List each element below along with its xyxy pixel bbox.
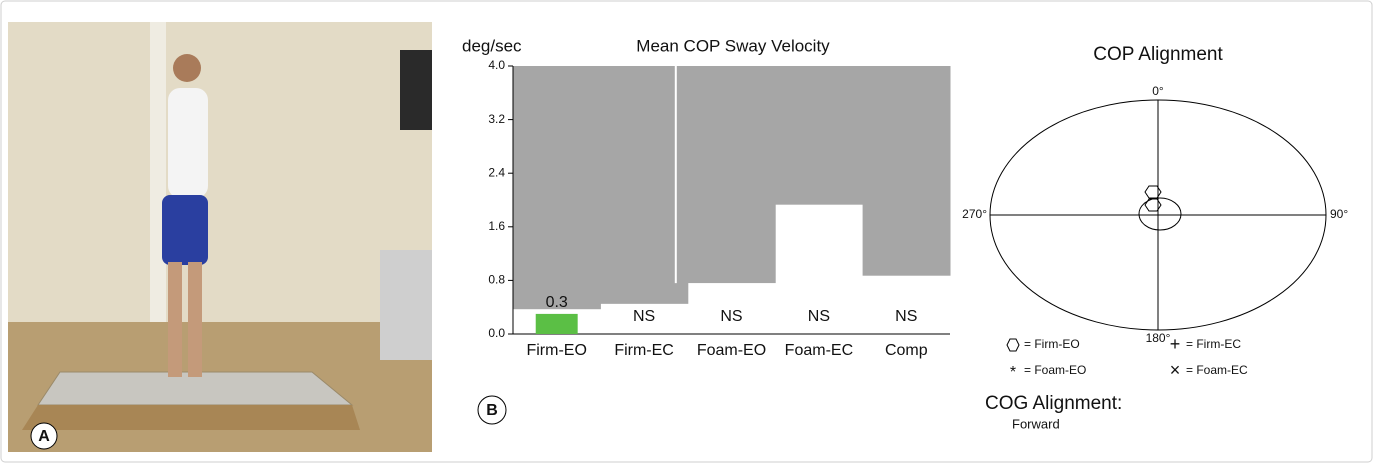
angle-label: 90° [1330, 207, 1348, 221]
x-tick-label: Comp [885, 342, 928, 359]
y-tick-label: 2.4 [488, 165, 505, 179]
marker [1144, 185, 1162, 199]
legend-text: = Foam-EO [1024, 363, 1086, 377]
bar [535, 313, 578, 334]
chart-title: Mean COP Sway Velocity [636, 36, 830, 55]
x-tick-label: Foam-EC [785, 342, 853, 359]
cop-alignment: COP Alignment 0° 90° 180° 270° = Firm-EO… [962, 44, 1348, 431]
cog-title: COG Alignment: [985, 393, 1122, 414]
norm-region [775, 66, 864, 205]
x-tick-label: Firm-EO [526, 342, 586, 359]
panel-badge [477, 395, 507, 425]
value-label: NS [808, 308, 830, 325]
angle-label: 180° [1146, 331, 1171, 345]
y-tick-label: 1.6 [488, 219, 505, 233]
y-tick-label: 0.8 [488, 273, 505, 287]
y-tick-label: 3.2 [488, 112, 505, 126]
x-tick-label: Firm-EC [614, 342, 674, 359]
panel-label: B [486, 402, 498, 419]
y-tick-label: 0.0 [488, 326, 505, 340]
norm-region [862, 66, 951, 276]
angle-label: 270° [962, 207, 987, 221]
cog-value: Forward [1012, 416, 1060, 431]
legend-symbol [1006, 338, 1020, 352]
legend-symbol: × [1170, 360, 1181, 380]
y-axis-label: deg/sec [462, 36, 522, 55]
legend-text: = Firm-EC [1186, 337, 1241, 351]
value-label: NS [633, 308, 655, 325]
legend-symbol: * [1010, 364, 1016, 381]
y-tick-label: 4.0 [488, 58, 505, 72]
photo [8, 22, 432, 452]
value-label: NS [720, 308, 742, 325]
sway-ellipse [1138, 197, 1182, 231]
panel-badge [30, 422, 58, 450]
norm-region [687, 66, 776, 284]
legend-symbol: + [1170, 334, 1181, 354]
marker [1144, 198, 1162, 212]
cop-title: COP Alignment [1093, 44, 1223, 65]
bar-chart: deg/sec Mean COP Sway Velocity 0.0 0.8 1.6… [462, 36, 951, 359]
norm-region [513, 66, 601, 310]
value-label: NS [895, 308, 917, 325]
angle-label: 0° [1152, 84, 1164, 98]
x-tick-label: Foam-EO [697, 342, 766, 359]
panel-label: A [38, 428, 50, 445]
value-label: 0.3 [546, 294, 568, 311]
legend-text: = Foam-EC [1186, 363, 1248, 377]
legend-text: = Firm-EO [1024, 337, 1080, 351]
norm-region [600, 66, 689, 304]
